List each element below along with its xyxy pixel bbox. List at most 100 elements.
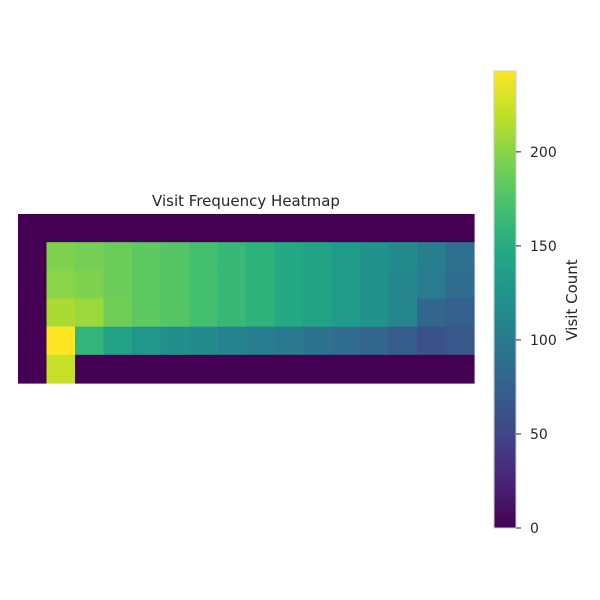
heatmap-cell bbox=[189, 242, 219, 271]
heatmap-cell bbox=[189, 354, 219, 384]
colorbar-label: Visit Count bbox=[563, 259, 581, 340]
heatmap-cell bbox=[445, 214, 475, 243]
heatmap-cell bbox=[417, 326, 447, 356]
heatmap-cell bbox=[246, 242, 276, 271]
heatmap-cell bbox=[18, 298, 48, 328]
heatmap-cell bbox=[417, 214, 447, 243]
colorbar: 0 50 100 150 200 Visit Count bbox=[493, 70, 581, 537]
heatmap-cell bbox=[303, 326, 333, 356]
heatmap-cell bbox=[160, 270, 190, 300]
heatmap-cell bbox=[18, 214, 48, 243]
heatmap-cell bbox=[217, 326, 247, 356]
heatmap-cell bbox=[331, 242, 361, 271]
heatmap-cell bbox=[274, 242, 304, 271]
heatmap-cell bbox=[360, 326, 390, 356]
heatmap-cell bbox=[303, 214, 333, 243]
heatmap-cell bbox=[189, 326, 219, 356]
heatmap-cell bbox=[132, 298, 162, 328]
heatmap-cell bbox=[46, 298, 76, 328]
colorbar-tick-label: 50 bbox=[530, 427, 548, 443]
heatmap-cell bbox=[132, 242, 162, 271]
heatmap-cell bbox=[417, 270, 447, 300]
heatmap-cell bbox=[132, 354, 162, 384]
heatmap-cell bbox=[388, 354, 418, 384]
heatmap-cell bbox=[46, 242, 76, 271]
heatmap-cell bbox=[417, 354, 447, 384]
heatmap-cell bbox=[103, 270, 133, 300]
heatmap-cell bbox=[360, 242, 390, 271]
heatmap-cell bbox=[46, 214, 76, 243]
heatmap-cell bbox=[388, 242, 418, 271]
heatmap-cell bbox=[246, 354, 276, 384]
heatmap-cell bbox=[132, 270, 162, 300]
heatmap-cell bbox=[46, 270, 76, 300]
heatmap-cell bbox=[274, 270, 304, 300]
heatmap-cell bbox=[360, 298, 390, 328]
heatmap-cell bbox=[445, 270, 475, 300]
heatmap-cell bbox=[417, 298, 447, 328]
heatmap-cell bbox=[160, 242, 190, 271]
heatmap-cell bbox=[160, 298, 190, 328]
colorbar-tick-label: 200 bbox=[530, 145, 557, 161]
heatmap-cell bbox=[217, 354, 247, 384]
heatmap-cell bbox=[103, 214, 133, 243]
heatmap-cell bbox=[331, 298, 361, 328]
heatmap-cell bbox=[75, 326, 105, 356]
colorbar-gradient bbox=[493, 70, 517, 529]
heatmap-cell bbox=[75, 242, 105, 271]
heatmap-cell bbox=[217, 298, 247, 328]
heatmap-cell bbox=[360, 214, 390, 243]
heatmap-cell bbox=[103, 242, 133, 271]
heatmap-cell bbox=[331, 326, 361, 356]
heatmap-cell bbox=[303, 270, 333, 300]
heatmap-cell bbox=[246, 270, 276, 300]
heatmap-cell bbox=[160, 326, 190, 356]
colorbar-ticks: 0 50 100 150 200 bbox=[516, 145, 557, 537]
heatmap-cell bbox=[217, 270, 247, 300]
chart-title: Visit Frequency Heatmap bbox=[152, 192, 340, 210]
heatmap-cell bbox=[331, 354, 361, 384]
heatmap-cell bbox=[445, 242, 475, 271]
heatmap-cell bbox=[189, 270, 219, 300]
heatmap-cell bbox=[160, 214, 190, 243]
heatmap-cell bbox=[303, 298, 333, 328]
colorbar-tick-label: 100 bbox=[530, 333, 557, 349]
heatmap-cell bbox=[217, 242, 247, 271]
heatmap-cell bbox=[75, 214, 105, 243]
heatmap-cell bbox=[388, 298, 418, 328]
heatmap-cell bbox=[388, 326, 418, 356]
heatmap-cell bbox=[331, 214, 361, 243]
heatmap-cell bbox=[103, 326, 133, 356]
heatmap-cell bbox=[445, 298, 475, 328]
heatmap-cell bbox=[75, 298, 105, 328]
heatmap-cell bbox=[331, 270, 361, 300]
heatmap-cell bbox=[246, 214, 276, 243]
heatmap-cell bbox=[246, 326, 276, 356]
heatmap-cell bbox=[217, 214, 247, 243]
heatmap-cell bbox=[46, 354, 76, 384]
heatmap-cell bbox=[274, 298, 304, 328]
heatmap-cell bbox=[388, 270, 418, 300]
heatmap-cell bbox=[75, 354, 105, 384]
heatmap-cell bbox=[303, 354, 333, 384]
heatmap-cell bbox=[417, 242, 447, 271]
heatmap-cell bbox=[445, 326, 475, 356]
heatmap-cell bbox=[189, 298, 219, 328]
heatmap-cell bbox=[103, 298, 133, 328]
heatmap-cell bbox=[274, 214, 304, 243]
heatmap-cell bbox=[103, 354, 133, 384]
heatmap-cell bbox=[132, 214, 162, 243]
heatmap-cell bbox=[445, 354, 475, 384]
heatmap-cell bbox=[274, 354, 304, 384]
heatmap-cell bbox=[360, 354, 390, 384]
heatmap-cells bbox=[18, 214, 475, 384]
heatmap-cell bbox=[132, 326, 162, 356]
heatmap-cell bbox=[246, 298, 276, 328]
heatmap-cell bbox=[18, 354, 48, 384]
heatmap-cell bbox=[303, 242, 333, 271]
colorbar-tick-label: 150 bbox=[530, 239, 557, 255]
heatmap-cell bbox=[75, 270, 105, 300]
heatmap-cell bbox=[18, 242, 48, 271]
colorbar-tick-label: 0 bbox=[530, 521, 539, 537]
